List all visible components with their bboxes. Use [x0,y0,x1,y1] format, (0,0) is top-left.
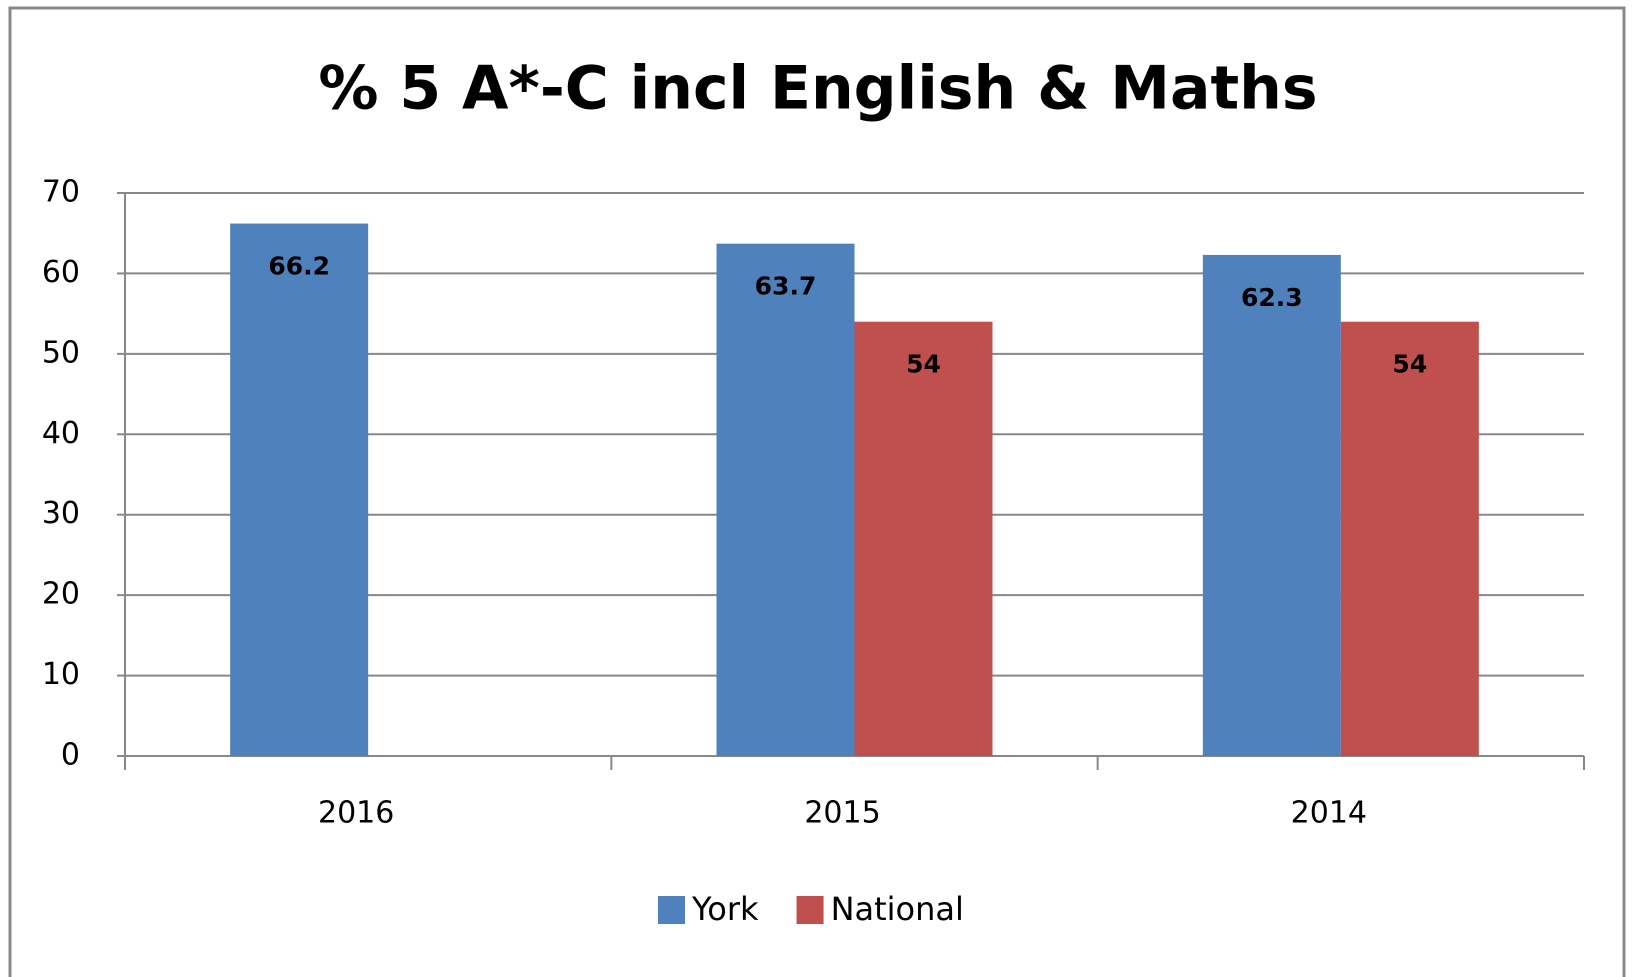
y-tick-label: 30 [42,496,80,531]
value-label: 54 [1392,350,1427,379]
x-tick-label: 2016 [318,796,394,831]
legend-label: York [691,890,759,928]
value-label: 66.2 [268,252,330,281]
y-tick-label: 70 [42,175,80,210]
y-tick-label: 20 [42,577,80,612]
chart-title: % 5 A*-C incl English & Maths [318,54,1317,124]
value-label: 54 [906,350,941,379]
bar [230,223,369,756]
y-tick-label: 0 [61,738,80,773]
legend-swatch [658,896,685,924]
y-tick-label: 10 [42,657,80,692]
bar [716,243,855,757]
bar [854,321,993,756]
y-tick-label: 40 [42,416,80,451]
legend-label: National [831,890,964,928]
bar [1202,254,1341,756]
x-tick-label: 2014 [1291,796,1367,831]
value-label: 63.7 [755,272,817,301]
x-tick-label: 2015 [804,796,880,831]
legend-swatch [796,896,824,924]
y-tick-label: 60 [42,255,80,290]
y-tick-label: 50 [42,335,80,370]
value-label: 62.3 [1241,283,1303,312]
bar [1340,321,1479,756]
